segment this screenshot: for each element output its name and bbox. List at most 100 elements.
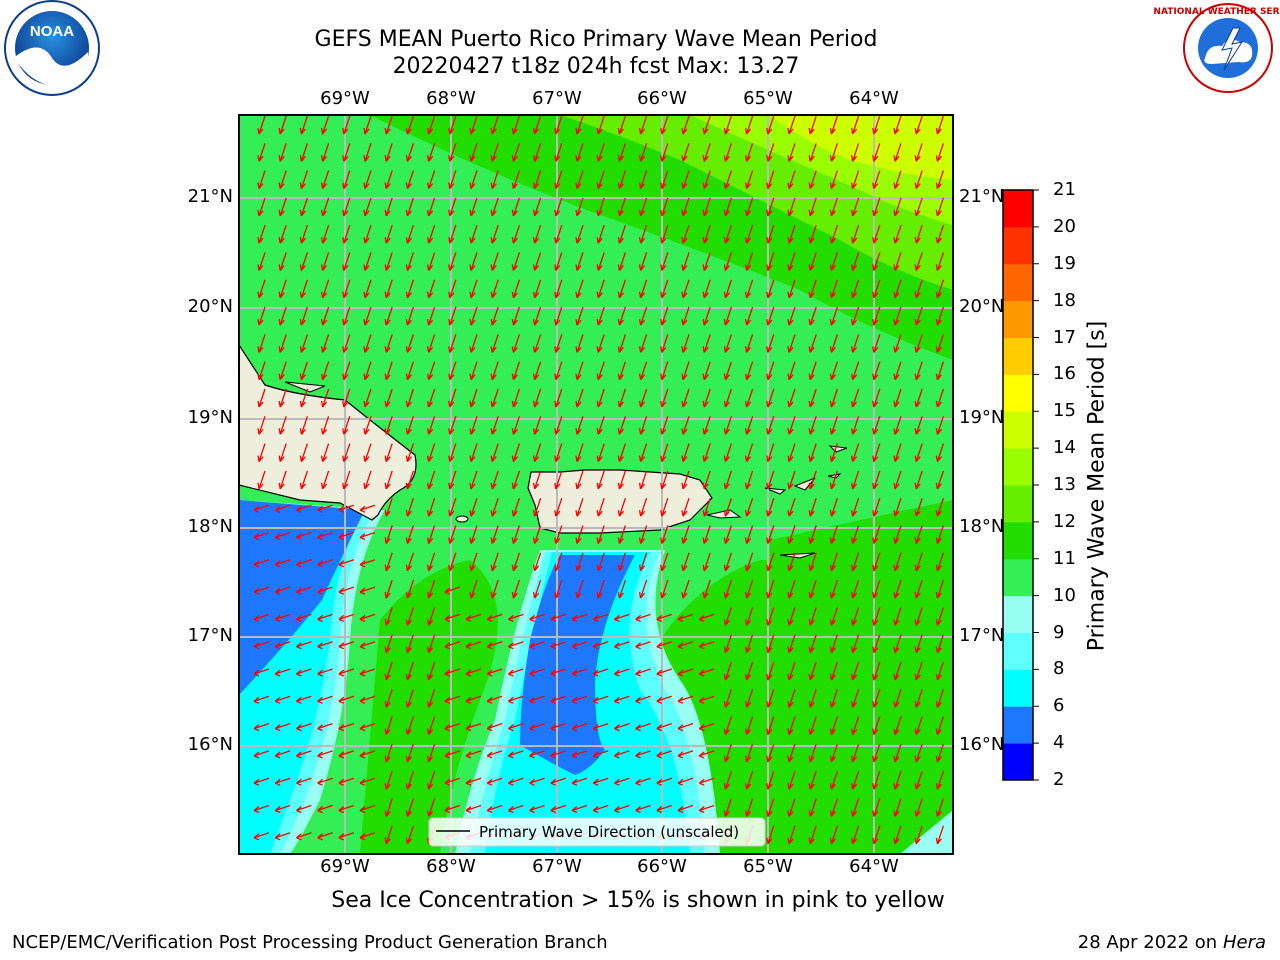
- wave-arrow: [808, 252, 817, 271]
- wave-arrow: [638, 334, 648, 353]
- wave-arrow: [257, 170, 266, 190]
- wave-arrow: [787, 143, 796, 162]
- wave-arrow: [808, 798, 817, 817]
- wave-arrow: [723, 607, 733, 626]
- wave-arrow: [405, 279, 415, 299]
- wave-arrow: [681, 388, 690, 408]
- wave-arrow: [490, 579, 499, 599]
- wave-arrow: [529, 613, 545, 623]
- wave-arrow: [638, 579, 648, 599]
- wave-arrow: [359, 695, 376, 704]
- wave-arrow: [486, 641, 503, 650]
- wave-arrow: [278, 170, 287, 190]
- wave-arrow: [320, 115, 330, 135]
- wave-arrow: [257, 361, 266, 381]
- lat-label-right: 19°N: [959, 407, 1005, 428]
- wave-arrow: [766, 143, 775, 162]
- wave-arrow: [702, 470, 711, 490]
- wave-arrow: [596, 115, 605, 135]
- wave-arrow: [723, 115, 733, 135]
- wave-arrow: [550, 777, 567, 786]
- wave-arrow: [596, 579, 605, 599]
- wave-arrow: [935, 607, 945, 626]
- wave-arrow: [808, 416, 817, 435]
- wave-arrow: [359, 832, 376, 841]
- wave-arrow: [320, 443, 330, 463]
- wave-arrow: [872, 306, 881, 326]
- wave-arrow: [342, 470, 351, 490]
- wave-arrow: [914, 798, 923, 817]
- wave-arrow: [935, 525, 945, 544]
- wave-arrow: [532, 306, 542, 326]
- colorbar-tick-label: 4: [1053, 732, 1065, 754]
- wave-arrow: [426, 170, 436, 190]
- wave-arrow: [893, 579, 902, 599]
- wave-arrow: [426, 716, 436, 736]
- wave-arrow: [766, 825, 775, 845]
- wave-arrow: [702, 279, 711, 299]
- wave-arrow: [617, 497, 627, 517]
- wave-arrow: [638, 306, 648, 326]
- wave-arrow: [320, 224, 330, 244]
- wave-arrow: [766, 197, 775, 217]
- wave-arrow: [893, 825, 902, 845]
- wave-arrow: [723, 334, 733, 353]
- wave-arrow: [529, 641, 545, 650]
- wave-arrow: [914, 743, 923, 763]
- wave-arrow: [787, 115, 796, 135]
- wave-arrow: [426, 634, 436, 654]
- lat-label-left: 21°N: [187, 186, 233, 207]
- wave-arrow: [405, 443, 415, 463]
- wave-arrow: [681, 143, 690, 162]
- wave-arrow: [274, 641, 291, 650]
- wave-arrow: [490, 252, 499, 271]
- wave-arrow: [702, 197, 711, 217]
- wave-arrow: [829, 416, 839, 435]
- wave-arrow: [829, 361, 839, 381]
- colorbar-swatch: [1003, 411, 1033, 449]
- wave-arrow: [550, 641, 567, 650]
- wave-arrow: [850, 115, 860, 135]
- wave-arrow: [893, 770, 902, 790]
- wave-arrow: [359, 777, 376, 786]
- wave-arrow: [723, 579, 733, 599]
- wave-arrow: [958, 662, 965, 680]
- wave-arrow: [958, 334, 965, 352]
- wave-arrow: [958, 116, 965, 134]
- wave-arrow: [935, 416, 945, 435]
- wave-arrow: [872, 552, 881, 572]
- wave-arrow: [469, 552, 478, 572]
- wave-arrow: [490, 388, 499, 408]
- wave-arrow: [596, 388, 605, 408]
- wave-arrow: [723, 634, 733, 654]
- wave-arrow: [299, 388, 309, 408]
- wave-arrow: [723, 279, 733, 299]
- wave-arrow: [829, 470, 839, 490]
- wave-arrow: [914, 306, 923, 326]
- wave-arrow: [299, 143, 309, 162]
- wave-arrow: [448, 334, 457, 353]
- wave-arrow: [635, 777, 651, 786]
- wave-arrow: [766, 224, 775, 244]
- wave-arrow: [660, 224, 669, 244]
- wave-arrow: [257, 197, 266, 217]
- wave-arrow: [935, 143, 945, 162]
- wave-arrow: [317, 777, 333, 786]
- wave-arrow: [596, 306, 605, 326]
- wave-arrow: [744, 470, 754, 490]
- wave-arrow: [829, 607, 839, 626]
- wave-arrow: [635, 804, 651, 814]
- wave-arrow: [363, 306, 372, 326]
- wave-arrow: [958, 799, 965, 817]
- wave-arrow: [766, 361, 775, 381]
- wave-arrow: [958, 771, 965, 789]
- wave-arrow: [532, 224, 542, 244]
- wave-arrow: [872, 497, 881, 517]
- wave-arrow: [490, 470, 499, 490]
- wave-arrow: [617, 416, 627, 435]
- wave-arrow: [744, 115, 754, 135]
- wave-arrow: [575, 170, 584, 190]
- wave-arrow: [511, 334, 521, 353]
- wave-arrow: [660, 252, 669, 271]
- wave-arrow: [638, 416, 648, 435]
